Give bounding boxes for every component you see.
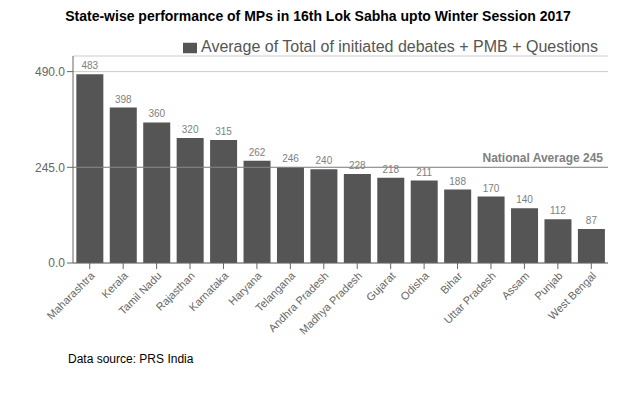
svg-text:Haryana: Haryana <box>226 269 264 308</box>
svg-text:140: 140 <box>516 194 533 205</box>
svg-text:188: 188 <box>449 176 466 187</box>
svg-text:240: 240 <box>316 155 333 166</box>
svg-text:211: 211 <box>416 167 432 178</box>
svg-text:Karnataka: Karnataka <box>186 269 231 314</box>
svg-text:Maharashtra: Maharashtra <box>44 269 97 322</box>
html-text:Data source: PRS India: Data source: PRS India <box>68 352 194 366</box>
svg-text:Kerala: Kerala <box>99 269 131 301</box>
svg-text:Bihar: Bihar <box>438 269 465 296</box>
svg-text:87: 87 <box>586 215 598 226</box>
svg-text:360: 360 <box>148 108 165 119</box>
svg-text:Tamil Nadu: Tamil Nadu <box>116 269 163 316</box>
svg-text:Gujarat: Gujarat <box>364 269 398 303</box>
svg-text:170: 170 <box>483 183 500 194</box>
svg-text:National Average 245: National Average 245 <box>483 151 604 165</box>
svg-text:262: 262 <box>249 147 266 158</box>
svg-text:Andhra Pradesh: Andhra Pradesh <box>266 269 331 334</box>
svg-text:West Bengal: West Bengal <box>546 269 598 321</box>
svg-text:Uttar Pradesh: Uttar Pradesh <box>441 269 497 325</box>
html-text:State-wise performance of MPs: State-wise performance of MPs in 16th Lo… <box>65 8 571 24</box>
svg-text:0.0: 0.0 <box>48 256 65 270</box>
svg-text:112: 112 <box>550 205 566 216</box>
svg-text:218: 218 <box>382 164 399 175</box>
svg-text:246: 246 <box>282 153 299 164</box>
svg-text:Telangana: Telangana <box>252 269 298 314</box>
svg-text:Madhya Pradesh: Madhya Pradesh <box>297 269 364 336</box>
svg-text:Odisha: Odisha <box>398 269 432 303</box>
svg-text:228: 228 <box>349 160 366 171</box>
svg-text:320: 320 <box>182 124 199 135</box>
html-text:Average of Total of initiated: Average of Total of initiated debates + … <box>201 38 598 55</box>
svg-text:Rajasthan: Rajasthan <box>153 269 197 313</box>
svg-text:490.0: 490.0 <box>35 65 65 79</box>
svg-text:Assam: Assam <box>499 269 531 301</box>
svg-text:398: 398 <box>115 94 132 105</box>
svg-text:315: 315 <box>215 126 232 137</box>
svg-text:483: 483 <box>82 60 99 71</box>
svg-text:Punjab: Punjab <box>532 269 565 302</box>
svg-text:245.0: 245.0 <box>35 161 65 175</box>
